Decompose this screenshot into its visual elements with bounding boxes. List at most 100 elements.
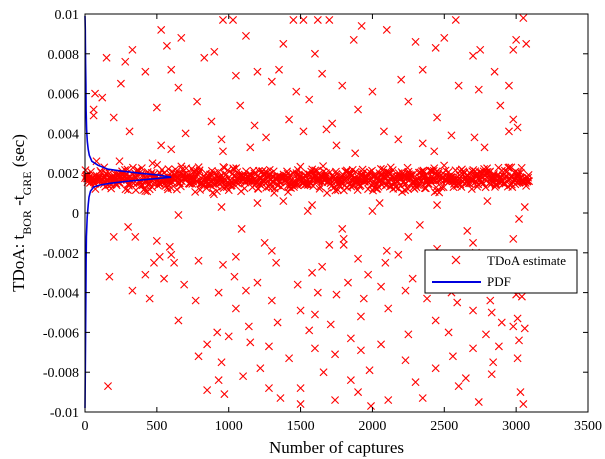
tdoa-cluster-point bbox=[507, 180, 516, 189]
tdoa-outlier-point bbox=[244, 322, 253, 331]
y-axis-title-sub-gre: GRE bbox=[20, 171, 34, 195]
tdoa-outlier-point bbox=[404, 232, 413, 241]
tdoa-cluster-point bbox=[148, 183, 157, 192]
tdoa-cluster-point bbox=[284, 188, 293, 197]
tdoa-outlier-point bbox=[296, 400, 305, 409]
tdoa-outlier-point bbox=[474, 398, 483, 407]
tdoa-outlier-point bbox=[454, 81, 463, 90]
tdoa-outlier-point bbox=[326, 320, 335, 329]
tdoa-outlier-point bbox=[522, 39, 531, 48]
tdoa-outlier-point bbox=[253, 199, 262, 208]
tdoa-outlier-point bbox=[236, 101, 245, 110]
tdoa-outlier-point bbox=[89, 105, 98, 114]
tdoa-outlier-point bbox=[346, 334, 355, 343]
tdoa-outlier-point bbox=[299, 127, 308, 136]
tdoa-outlier-point bbox=[469, 51, 478, 60]
tdoa-outlier-point bbox=[305, 95, 314, 104]
tdoa-cluster-point bbox=[358, 165, 367, 174]
tdoa-outlier-point bbox=[109, 113, 118, 122]
tdoa-outlier-point bbox=[141, 67, 150, 76]
tdoa-outlier-point bbox=[509, 115, 518, 124]
tdoa-outlier-point bbox=[303, 207, 312, 215]
tdoa-outlier-point bbox=[160, 274, 169, 283]
tdoa-outlier-point bbox=[250, 121, 259, 130]
tdoa-outlier-point bbox=[194, 352, 203, 361]
tdoa-outlier-point bbox=[157, 141, 166, 150]
tdoa-outlier-point bbox=[262, 133, 271, 142]
tdoa-outlier-point bbox=[404, 330, 413, 339]
tdoa-outlier-point bbox=[469, 344, 478, 353]
tdoa-outlier-point bbox=[469, 238, 478, 247]
tdoa-cluster-point bbox=[141, 187, 150, 196]
cluster-layer bbox=[81, 160, 534, 199]
tdoa-outlier-point bbox=[200, 53, 209, 62]
tdoa-outlier-point bbox=[332, 290, 341, 299]
tdoa-outlier-point bbox=[453, 298, 462, 307]
tdoa-outlier-point bbox=[310, 49, 319, 58]
tdoa-cluster-point bbox=[517, 163, 526, 172]
tdoa-outlier-point bbox=[332, 141, 341, 150]
tdoa-outlier-point bbox=[174, 83, 183, 92]
tdoa-outlier-point bbox=[267, 77, 276, 86]
tdoa-outlier-point bbox=[517, 292, 526, 301]
tdoa-outlier-point bbox=[167, 145, 176, 154]
tdoa-outlier-point bbox=[203, 340, 212, 349]
tdoa-outlier-point bbox=[267, 296, 276, 305]
tdoa-outlier-point bbox=[116, 79, 125, 88]
tdoa-outlier-point bbox=[354, 388, 363, 397]
tdoa-outlier-point bbox=[433, 201, 442, 210]
y-tick-label: 0.01 bbox=[55, 8, 80, 23]
tdoa-outlier-point bbox=[359, 294, 368, 303]
tdoa-outlier-point bbox=[231, 71, 240, 80]
tdoa-outlier-point bbox=[394, 135, 403, 144]
tdoa-outlier-point bbox=[431, 316, 440, 325]
tdoa-outlier-point bbox=[368, 87, 377, 96]
tdoa-outlier-point bbox=[461, 374, 470, 383]
tdoa-outlier-point bbox=[310, 310, 319, 319]
tdoa-outlier-point bbox=[486, 296, 495, 305]
tdoa-cluster-point bbox=[351, 167, 360, 176]
tdoa-outlier-point bbox=[338, 224, 347, 233]
tdoa-outlier-point bbox=[264, 342, 273, 351]
y-tick-label: -0.01 bbox=[50, 406, 79, 421]
tdoa-cluster-point bbox=[364, 185, 373, 194]
tdoa-outlier-point bbox=[401, 356, 410, 365]
tdoa-outlier-point bbox=[191, 296, 200, 305]
tdoa-outlier-point bbox=[365, 366, 374, 375]
tdoa-outlier-point bbox=[487, 370, 496, 379]
tdoa-outlier-point bbox=[310, 344, 319, 353]
tdoa-outlier-point bbox=[344, 278, 352, 287]
y-tick-label: 0.004 bbox=[48, 127, 80, 142]
tdoa-cluster-point bbox=[196, 185, 205, 194]
tdoa-outlier-point bbox=[356, 312, 365, 321]
tdoa-outlier-point bbox=[285, 115, 294, 124]
tdoa-cluster-point bbox=[321, 172, 330, 181]
tdoa-outlier-point bbox=[105, 272, 114, 281]
tdoa-cluster-point bbox=[251, 180, 260, 189]
tdoa-outlier-point bbox=[210, 47, 219, 56]
tdoa-cluster-point bbox=[303, 169, 312, 178]
plot-background bbox=[85, 14, 588, 412]
x-tick-label: 1500 bbox=[287, 419, 315, 434]
tdoa-outlier-point bbox=[513, 314, 522, 323]
x-tick-label: 0 bbox=[82, 419, 89, 434]
legend-box bbox=[424, 249, 578, 294]
tdoa-cluster-point bbox=[524, 170, 533, 179]
tdoa-outlier-point bbox=[381, 258, 390, 267]
tdoa-outlier-point bbox=[490, 67, 499, 76]
tdoa-outlier-point bbox=[483, 197, 492, 206]
tdoa-outlier-point bbox=[174, 211, 183, 219]
tdoa-outlier-point bbox=[394, 250, 403, 259]
tdoa-outlier-point bbox=[331, 396, 340, 405]
x-tick-label: 3000 bbox=[502, 419, 530, 434]
tdoa-outlier-point bbox=[253, 278, 262, 287]
tdoa-outlier-point bbox=[325, 15, 334, 24]
tdoa-outlier-point bbox=[382, 25, 391, 34]
x-tick-label: 2000 bbox=[358, 419, 386, 434]
tdoa-outlier-point bbox=[149, 258, 158, 267]
tdoa-outlier-point bbox=[285, 354, 294, 363]
tdoa-outlier-point bbox=[481, 330, 490, 339]
tdoa-cluster-point bbox=[404, 185, 413, 194]
tdoa-outlier-point bbox=[296, 306, 305, 315]
tdoa-outlier-point bbox=[246, 143, 255, 152]
